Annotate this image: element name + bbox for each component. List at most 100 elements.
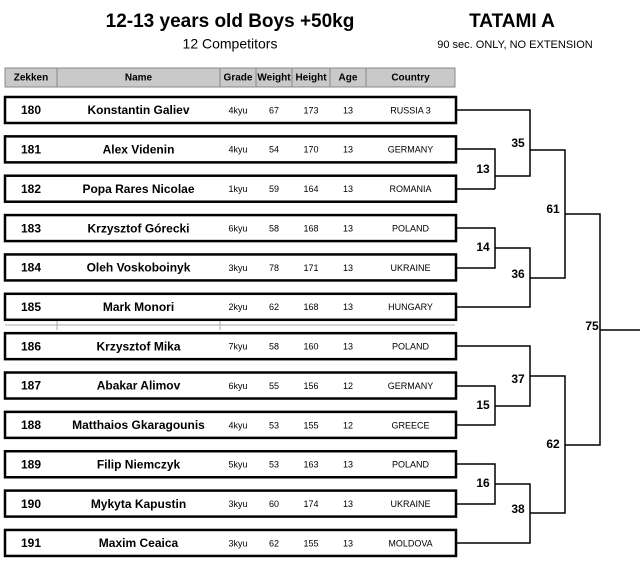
competitor-row [3, 213, 458, 243]
cell: 180 [21, 103, 41, 117]
cell: 168 [303, 302, 318, 312]
cell: 58 [269, 223, 279, 233]
competitor-row [3, 174, 458, 203]
cell: GERMANY [388, 145, 434, 155]
competitor-row [3, 331, 458, 361]
cell: Filip Niemczyk [97, 457, 181, 471]
cell: 6kyu [228, 381, 247, 391]
cell: 3kyu [228, 499, 247, 509]
cell: 2kyu [228, 302, 247, 312]
subtitle: 12 Competitors [183, 36, 278, 52]
cell: POLAND [392, 223, 430, 233]
cell: Abakar Alimov [97, 379, 181, 393]
cell: 55 [269, 381, 279, 391]
cell: 13 [343, 145, 353, 155]
match-number: 16 [476, 476, 490, 490]
match-number: 13 [476, 162, 490, 176]
cell: Krzysztof Górecki [87, 221, 189, 235]
competitor-row [3, 449, 458, 479]
cell: 4kyu [228, 145, 247, 155]
match-number: 35 [511, 136, 525, 150]
cell: GREECE [391, 420, 429, 430]
match-number: 15 [476, 398, 490, 412]
cell: 155 [303, 420, 318, 430]
cell: 13 [343, 184, 353, 194]
cell: 13 [343, 263, 353, 273]
match-number: 61 [546, 202, 560, 216]
cell: 13 [343, 105, 353, 115]
match-number: 14 [476, 240, 490, 254]
cell: 3kyu [228, 538, 247, 548]
cell: 190 [21, 497, 41, 511]
cell: 53 [269, 460, 279, 470]
cell: 164 [303, 184, 318, 194]
header-row [4, 67, 456, 88]
cell: 12 [343, 420, 353, 430]
cell: 4kyu [228, 105, 247, 115]
cell: 78 [269, 263, 279, 273]
cell: Alex Videnin [103, 143, 175, 157]
cell: 13 [343, 460, 353, 470]
cell: 62 [269, 302, 279, 312]
cell: 62 [269, 538, 279, 548]
cell: 171 [303, 263, 318, 273]
competitor-row [3, 135, 458, 164]
cell: 59 [269, 184, 279, 194]
cell: MOLDOVA [388, 538, 432, 548]
cell: Matthaios Gkaragounis [72, 418, 205, 432]
cell: Mykyta Kapustin [91, 497, 186, 511]
competitor-row [3, 95, 458, 125]
cell: 12 [343, 381, 353, 391]
competitor-row [3, 410, 458, 440]
cell: 6kyu [228, 223, 247, 233]
title: 12-13 years old Boys +50kg [106, 11, 355, 32]
cell: RUSSIA 3 [390, 105, 431, 115]
cell: 181 [21, 143, 41, 157]
cell: 191 [21, 536, 41, 550]
cell: 13 [343, 223, 353, 233]
cell: 156 [303, 381, 318, 391]
cell: 58 [269, 342, 279, 352]
rule: 90 sec. ONLY, NO EXTENSION [437, 39, 593, 51]
cell: 54 [269, 145, 279, 155]
bracket-lines [456, 109, 640, 544]
cell: Konstantin Galiev [87, 103, 189, 117]
column-header: Zekken [14, 73, 48, 84]
cell: 160 [303, 342, 318, 352]
match-number: 75 [585, 319, 599, 333]
cell: 4kyu [228, 420, 247, 430]
cell: 13 [343, 342, 353, 352]
cell: Mark Monori [103, 300, 174, 314]
cell: 168 [303, 223, 318, 233]
cell: UKRAINE [390, 263, 430, 273]
cell: 60 [269, 499, 279, 509]
cell: 13 [343, 499, 353, 509]
competitor-row [3, 371, 458, 400]
cell: 13 [343, 302, 353, 312]
cell: POLAND [392, 460, 430, 470]
cell: 7kyu [228, 342, 247, 352]
cell: HUNGARY [388, 302, 433, 312]
match-number: 62 [546, 437, 560, 451]
column-header: Height [295, 73, 327, 84]
cell: 186 [21, 339, 41, 353]
cell: Krzysztof Mika [96, 339, 180, 353]
cell: 5kyu [228, 460, 247, 470]
cell: 170 [303, 145, 318, 155]
cell: 1kyu [228, 184, 247, 194]
cell: Oleh Voskoboinyk [87, 261, 191, 275]
column-header: Country [391, 73, 430, 84]
cell: 184 [21, 261, 41, 275]
cell: ROMANIA [389, 184, 431, 194]
cell: 182 [21, 182, 41, 196]
cell: 188 [21, 418, 41, 432]
cell: Maxim Ceaica [99, 536, 179, 550]
competitor-row [3, 253, 458, 282]
cell: 174 [303, 499, 318, 509]
cell: 173 [303, 105, 318, 115]
column-header: Grade [224, 73, 253, 84]
cell: POLAND [392, 342, 430, 352]
match-number: 36 [511, 267, 525, 281]
match-number: 38 [511, 502, 525, 516]
cell: 187 [21, 379, 41, 393]
